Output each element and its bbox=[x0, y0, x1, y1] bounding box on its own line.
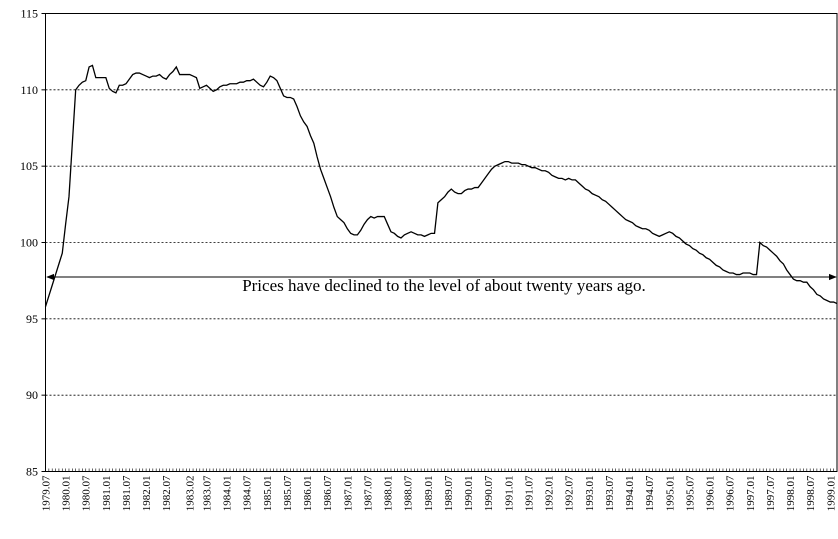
y-tick-label: 95 bbox=[26, 312, 38, 326]
x-tick-label: 1996.01 bbox=[705, 476, 717, 512]
x-tick-label: 1997.07 bbox=[765, 475, 777, 511]
x-tick-label: 1983.07 bbox=[201, 475, 213, 511]
x-tick-label: 1991.01 bbox=[503, 476, 515, 512]
x-tick-label: 1984.01 bbox=[222, 476, 234, 512]
x-tick-label: 1987.01 bbox=[342, 476, 354, 512]
x-tick-label: 1989.01 bbox=[423, 476, 435, 512]
x-tick-label: 1981.01 bbox=[101, 476, 113, 512]
x-tick-label: 1998.07 bbox=[805, 475, 817, 511]
x-tick-label: 1980.01 bbox=[61, 476, 73, 512]
x-tick-label: 1986.07 bbox=[322, 475, 334, 511]
y-tick-label: 115 bbox=[20, 7, 38, 21]
x-tick-label: 1995.01 bbox=[664, 476, 676, 512]
x-tick-label: 1997.01 bbox=[745, 476, 757, 512]
x-tick-label: 1985.01 bbox=[262, 476, 274, 512]
x-tick-label: 1990.01 bbox=[463, 476, 475, 512]
x-tick-label: 1992.01 bbox=[544, 476, 556, 512]
x-tick-label: 1985.07 bbox=[282, 475, 294, 511]
x-tick-label: 1979.07 bbox=[41, 475, 53, 511]
y-tick-label: 100 bbox=[20, 236, 38, 250]
price-line bbox=[44, 64, 838, 307]
x-tick-label: 1983.02 bbox=[185, 476, 197, 512]
x-tick-label: 1991.07 bbox=[523, 475, 535, 511]
x-tick-label: 1981.07 bbox=[121, 475, 133, 511]
x-tick-label: 1993.07 bbox=[604, 475, 616, 511]
x-tick-label: 1980.07 bbox=[81, 475, 93, 511]
x-tick-label: 1990.07 bbox=[483, 475, 495, 511]
x-tick-label: 1992.07 bbox=[564, 475, 576, 511]
x-tick-label: 1993.01 bbox=[584, 476, 596, 512]
annotation: Prices have declined to the level of abo… bbox=[242, 276, 646, 295]
x-tick-label: 1998.01 bbox=[785, 476, 797, 512]
x-tick-label: 1994.07 bbox=[644, 475, 656, 511]
x-tick-label: 1984.07 bbox=[242, 475, 254, 511]
y-tick-label: 105 bbox=[20, 159, 38, 173]
y-tick-label: 110 bbox=[20, 83, 38, 97]
x-tick-label: 1988.07 bbox=[403, 475, 415, 511]
y-tick-label: 90 bbox=[26, 388, 38, 402]
x-tick-label: 1994.01 bbox=[624, 476, 636, 512]
x-tick-label: 1989.07 bbox=[443, 475, 455, 511]
x-tick-label: 1986.01 bbox=[302, 476, 314, 512]
x-tick-label: 1982.07 bbox=[161, 475, 173, 511]
x-tick-label: 1987.07 bbox=[362, 475, 374, 511]
x-tick-label: 1999.01 bbox=[825, 476, 837, 512]
x-tick-label: 1988.01 bbox=[383, 476, 395, 512]
y-tick-label: 85 bbox=[26, 465, 38, 479]
x-tick-label: 1996.07 bbox=[725, 475, 737, 511]
x-tick-label: 1995.07 bbox=[684, 475, 696, 511]
x-tick-label: 1982.01 bbox=[141, 476, 153, 512]
